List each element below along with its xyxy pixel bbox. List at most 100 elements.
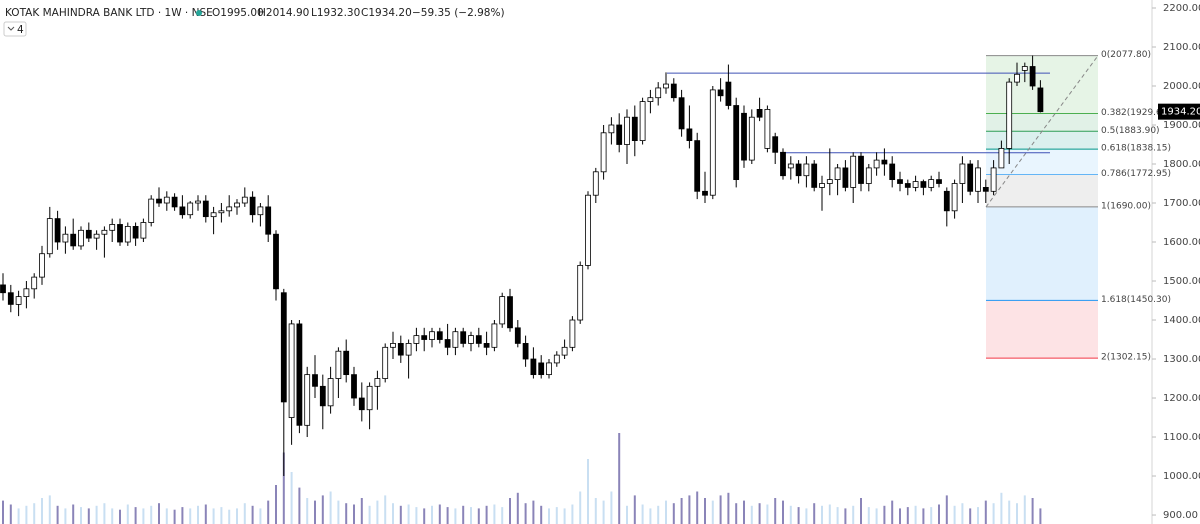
candle-body	[741, 112, 747, 161]
volume-bar	[594, 498, 597, 524]
volume-bar	[353, 504, 355, 524]
volume-bar	[134, 507, 137, 524]
volume-bar	[704, 498, 706, 524]
volume-bar	[867, 507, 870, 524]
volume-bar	[345, 503, 348, 524]
candle-body	[873, 159, 880, 169]
volume-bar	[875, 508, 878, 524]
volume-bar	[610, 491, 613, 524]
y-tick-label: 1600.00	[1163, 237, 1200, 248]
y-tick-label: 1300.00	[1163, 354, 1200, 365]
candle-body	[748, 116, 755, 161]
volume-bar	[540, 505, 543, 524]
candle-body	[421, 335, 428, 340]
candle-body	[358, 397, 365, 411]
candle-body	[600, 132, 607, 173]
candle-body	[912, 181, 919, 188]
volume-bar	[126, 504, 129, 524]
volume-bar	[477, 508, 480, 524]
candle-body	[85, 229, 92, 239]
y-tick-label: 900.00	[1163, 510, 1198, 521]
candle-body	[0, 284, 6, 294]
volume-bar	[142, 508, 145, 524]
candle-body	[553, 354, 560, 364]
candle-body	[514, 327, 521, 344]
volume-bar	[454, 508, 457, 524]
volume-bar	[368, 505, 371, 524]
volume-bar	[984, 500, 987, 524]
volume-bar	[1000, 492, 1003, 524]
volume-bar	[259, 508, 262, 524]
volume-bar	[329, 491, 332, 524]
candle-body	[819, 183, 825, 188]
volume-bar	[462, 505, 465, 524]
volume-bar	[9, 504, 12, 524]
volume-bar	[493, 504, 496, 524]
candle-body	[795, 163, 802, 177]
candle-body	[366, 385, 373, 411]
volume-bar	[782, 500, 784, 524]
fib-label: 0.382(1929.65)	[1101, 108, 1171, 118]
candle-body	[678, 97, 685, 130]
open-label: O1995.00	[212, 7, 264, 19]
volume-bar	[384, 495, 387, 524]
last-price-label: 1934.20	[1161, 107, 1200, 118]
volume-bar	[532, 500, 535, 524]
candle-body	[592, 171, 599, 196]
indicator-toggle[interactable]	[3, 21, 27, 37]
volume-bar	[501, 507, 504, 524]
y-tick-label: 1500.00	[1163, 276, 1200, 287]
candle-body	[140, 222, 147, 239]
candle-body	[1029, 66, 1036, 87]
volume-bar	[992, 503, 995, 524]
volume-bar	[87, 508, 90, 524]
candle-body	[772, 136, 779, 153]
candle-body	[491, 323, 498, 348]
candle-body	[834, 167, 841, 181]
candle-body	[78, 229, 84, 247]
candle-body	[148, 198, 155, 223]
plot: 0(2077.80) 0.382(1929.65) 0.5(1883.90) 0.61…	[0, 50, 1171, 524]
volume-bar	[828, 504, 831, 524]
volume-bar	[438, 504, 441, 524]
y-tick-label: 1100.00	[1163, 432, 1200, 443]
fib-zone	[986, 131, 1098, 150]
fib-label: 1(1690.00)	[1101, 201, 1151, 211]
candle-body	[296, 323, 303, 426]
y-tick-label: 1900.00	[1163, 120, 1200, 131]
candle-body	[1014, 73, 1020, 83]
candle-body	[257, 206, 264, 216]
status-dot	[196, 10, 202, 16]
candle-body	[865, 167, 872, 184]
volume-bar	[2, 500, 4, 524]
volume-bar	[275, 485, 277, 524]
y-tick-label: 2000.00	[1163, 81, 1200, 92]
candle-body	[249, 196, 256, 216]
candle-body	[889, 163, 896, 181]
candle-body	[163, 196, 170, 204]
volume-bar	[766, 504, 769, 524]
candle-body	[631, 116, 638, 142]
candle-body	[390, 343, 396, 348]
fib-label: 0.618(1838.15)	[1101, 144, 1171, 154]
volume-bar	[80, 507, 82, 524]
volume-bar	[626, 505, 628, 524]
candle-body	[413, 335, 420, 344]
candle-body	[187, 202, 194, 216]
fib-label: 0(2077.80)	[1101, 50, 1151, 60]
volume-bar	[860, 498, 862, 524]
candle-body	[709, 89, 716, 196]
fib-zone	[986, 206, 1098, 301]
volume-bar	[672, 503, 675, 524]
volume-bar	[212, 508, 215, 524]
y-tick-label: 1400.00	[1163, 315, 1200, 326]
volume-bar	[290, 472, 293, 524]
candle-body	[179, 206, 186, 216]
volume-bar	[41, 498, 43, 524]
fib-label: 1.618(1450.30)	[1101, 295, 1171, 305]
candle-body	[647, 97, 654, 103]
volume-bar	[657, 505, 660, 524]
candle-body	[943, 190, 950, 212]
candle-body	[959, 163, 966, 184]
candle-body	[46, 218, 53, 255]
